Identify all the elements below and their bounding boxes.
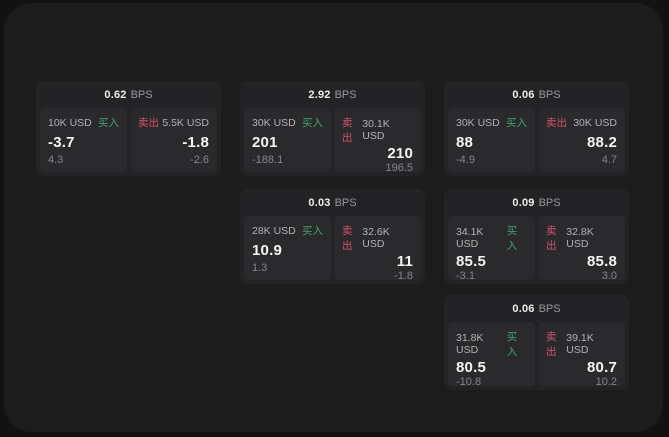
bps-unit-label: BPS bbox=[334, 196, 357, 209]
buy-price: -3.7 bbox=[48, 133, 75, 151]
buy-label: 买入 bbox=[506, 117, 527, 129]
sell-price: 80.7 bbox=[587, 359, 617, 376]
buy-panel[interactable]: 30K USD 买入 201 -188.1 bbox=[244, 108, 331, 172]
quote-card: 0.62 BPS 10K USD 买入 -3.7 4.3 卖出 5.5K USD… bbox=[36, 81, 221, 176]
sell-amount: 30K USD bbox=[573, 116, 617, 129]
buy-price: 85.5 bbox=[456, 253, 486, 270]
sell-delta: -2.6 bbox=[190, 154, 209, 166]
buy-price: 10.9 bbox=[252, 241, 282, 259]
quote-card: 0.09 BPS 34.1K USD 买入 85.5 -3.1 卖出 32.8K… bbox=[444, 189, 629, 284]
sell-price: 210 bbox=[387, 145, 413, 162]
sell-price: 88.2 bbox=[587, 133, 617, 151]
buy-price: 80.5 bbox=[456, 359, 486, 376]
bps-unit-label: BPS bbox=[130, 88, 153, 101]
buy-panel[interactable]: 10K USD 买入 -3.7 4.3 bbox=[40, 108, 127, 172]
buy-delta: 4.3 bbox=[48, 154, 64, 166]
sell-panel[interactable]: 卖出 32.8K USD 85.8 3.0 bbox=[538, 216, 625, 282]
sell-panel[interactable]: 卖出 39.1K USD 80.7 10.2 bbox=[538, 322, 625, 388]
sell-panel[interactable]: 卖出 30.1K USD 210 196.5 bbox=[334, 108, 421, 174]
bps-value: 0.09 bbox=[512, 196, 535, 209]
buy-delta: -10.8 bbox=[456, 376, 482, 388]
bps-unit-label: BPS bbox=[334, 88, 357, 101]
sell-amount: 5.5K USD bbox=[162, 116, 209, 129]
sell-panel[interactable]: 卖出 32.6K USD 11 -1.8 bbox=[334, 216, 421, 282]
sell-price: -1.8 bbox=[182, 133, 209, 151]
sell-panel[interactable]: 卖出 30K USD 88.2 4.7 bbox=[538, 108, 625, 172]
buy-label: 买入 bbox=[302, 117, 323, 129]
buy-amount: 10K USD bbox=[48, 116, 92, 129]
quote-card: 0.03 BPS 28K USD 买入 10.9 1.3 卖出 32.6K US… bbox=[240, 189, 425, 284]
bps-header: 0.62 BPS bbox=[36, 81, 221, 108]
sell-amount: 32.6K USD bbox=[362, 226, 390, 250]
buy-amount: 28K USD bbox=[252, 224, 296, 237]
sell-amount: 30.1K USD bbox=[362, 118, 390, 142]
bps-header: 0.09 BPS bbox=[444, 189, 629, 216]
sell-label: 卖出 bbox=[546, 331, 557, 358]
bps-unit-label: BPS bbox=[538, 302, 561, 315]
bps-header: 0.06 BPS bbox=[444, 81, 629, 108]
bps-value: 0.06 bbox=[512, 302, 535, 315]
buy-panel[interactable]: 34.1K USD 买入 85.5 -3.1 bbox=[448, 216, 535, 282]
sell-label: 卖出 bbox=[342, 117, 353, 144]
bps-value: 0.06 bbox=[512, 88, 535, 101]
sell-delta: 10.2 bbox=[595, 376, 617, 388]
buy-price: 88 bbox=[456, 133, 474, 151]
bps-header: 2.92 BPS bbox=[240, 81, 425, 108]
bps-value: 2.92 bbox=[308, 88, 331, 101]
sell-delta: -1.8 bbox=[394, 270, 413, 282]
buy-label: 买入 bbox=[506, 331, 518, 358]
buy-panel[interactable]: 31.8K USD 买入 80.5 -10.8 bbox=[448, 322, 535, 388]
bps-unit-label: BPS bbox=[538, 88, 561, 101]
sell-label: 卖出 bbox=[546, 117, 567, 129]
sell-label: 卖出 bbox=[546, 225, 557, 252]
quote-card: 0.06 BPS 31.8K USD 买入 80.5 -10.8 卖出 39.1… bbox=[444, 295, 629, 390]
sell-panel[interactable]: 卖出 5.5K USD -1.8 -2.6 bbox=[130, 108, 217, 172]
sell-amount: 32.8K USD bbox=[566, 226, 594, 250]
buy-delta: -4.9 bbox=[456, 154, 475, 166]
quote-card: 2.92 BPS 30K USD 买入 201 -188.1 卖出 30.1K … bbox=[240, 81, 425, 176]
buy-amount: 30K USD bbox=[252, 116, 296, 129]
sell-amount: 39.1K USD bbox=[566, 332, 594, 356]
sell-delta: 196.5 bbox=[385, 162, 413, 174]
buy-label: 买入 bbox=[302, 225, 323, 237]
app-surface: 0.62 BPS 10K USD 买入 -3.7 4.3 卖出 5.5K USD… bbox=[4, 3, 663, 432]
sell-delta: 3.0 bbox=[601, 270, 617, 282]
sell-price: 11 bbox=[396, 253, 413, 270]
bps-header: 0.06 BPS bbox=[444, 295, 629, 322]
buy-panel[interactable]: 30K USD 买入 88 -4.9 bbox=[448, 108, 535, 172]
sell-delta: 4.7 bbox=[601, 154, 617, 166]
bps-header: 0.03 BPS bbox=[240, 189, 425, 216]
buy-delta: 1.3 bbox=[252, 262, 268, 274]
buy-label: 买入 bbox=[98, 117, 119, 129]
sell-label: 卖出 bbox=[138, 117, 159, 129]
buy-label: 买入 bbox=[506, 225, 518, 252]
bps-unit-label: BPS bbox=[538, 196, 561, 209]
buy-delta: -188.1 bbox=[252, 154, 284, 166]
buy-amount: 31.8K USD bbox=[456, 332, 484, 356]
buy-delta: -3.1 bbox=[456, 270, 475, 282]
buy-panel[interactable]: 28K USD 买入 10.9 1.3 bbox=[244, 216, 331, 280]
sell-label: 卖出 bbox=[342, 225, 353, 252]
buy-amount: 34.1K USD bbox=[456, 226, 484, 250]
bps-value: 0.03 bbox=[308, 196, 331, 209]
sell-price: 85.8 bbox=[587, 253, 617, 270]
buy-amount: 30K USD bbox=[456, 116, 500, 129]
buy-price: 201 bbox=[252, 133, 278, 151]
bps-value: 0.62 bbox=[104, 88, 127, 101]
quote-card: 0.06 BPS 30K USD 买入 88 -4.9 卖出 30K USD 8… bbox=[444, 81, 629, 176]
